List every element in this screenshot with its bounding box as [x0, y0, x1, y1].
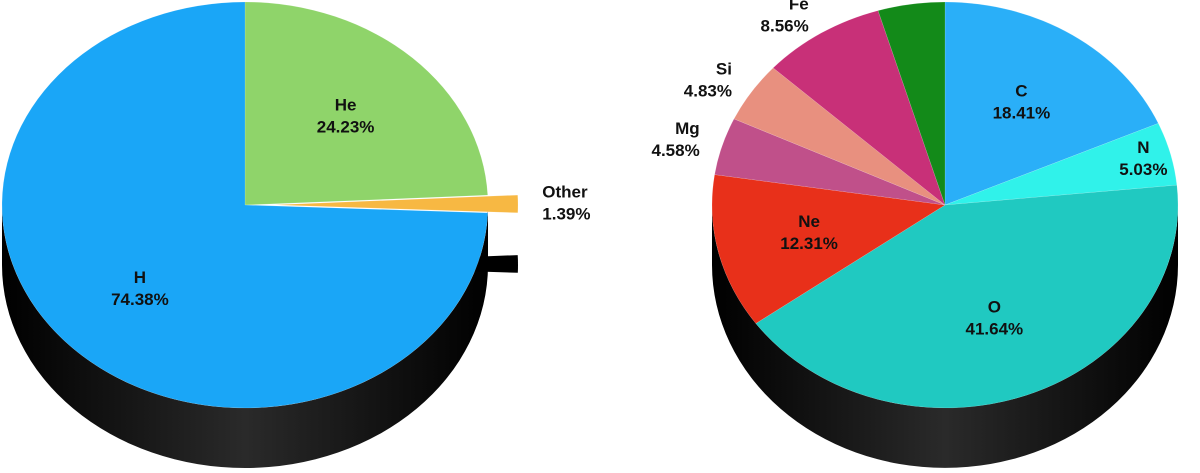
- slice-value-label: 4.64%: [884, 0, 932, 4]
- pie-side: [712, 205, 1178, 468]
- pie-slice: [714, 118, 946, 206]
- pie-slice: [711, 174, 946, 324]
- slice-label: Mg: [675, 119, 700, 138]
- slice-label: H: [134, 268, 146, 287]
- pie-slice: [772, 10, 946, 206]
- slice-value-label: 24.23%: [317, 117, 375, 136]
- slice-label: He: [335, 95, 357, 114]
- slice-value-label: 12.31%: [780, 234, 838, 253]
- slice-value-label: 8.56%: [761, 16, 809, 35]
- slice-label: Fe: [789, 0, 809, 13]
- pie-slice: [733, 67, 946, 206]
- slice-value-label: 1.39%: [542, 204, 590, 223]
- pie-slice: [877, 1, 946, 206]
- pie-slice: [1, 1, 489, 409]
- slice-value-label: 18.41%: [993, 103, 1051, 122]
- slice-value-label: 41.64%: [965, 319, 1023, 338]
- slice-value-label: 4.83%: [684, 81, 732, 100]
- pie-slice: [944, 1, 1159, 206]
- pie-slice: [755, 184, 1179, 409]
- pie-slice: [944, 123, 1178, 206]
- slice-label: O: [988, 297, 1001, 316]
- pie-slice: [244, 1, 488, 206]
- slice-label: Si: [716, 59, 732, 78]
- slice-label: N: [1137, 138, 1149, 157]
- pie-slice: [274, 194, 519, 214]
- slice-label: C: [1015, 81, 1027, 100]
- pie-side: [2, 205, 488, 468]
- slice-value-label: 5.03%: [1119, 160, 1167, 179]
- slice-value-label: 4.58%: [651, 141, 699, 160]
- slice-value-label: 74.38%: [111, 290, 169, 309]
- slice-label: Other: [542, 182, 588, 201]
- slice-label: Ne: [798, 212, 820, 231]
